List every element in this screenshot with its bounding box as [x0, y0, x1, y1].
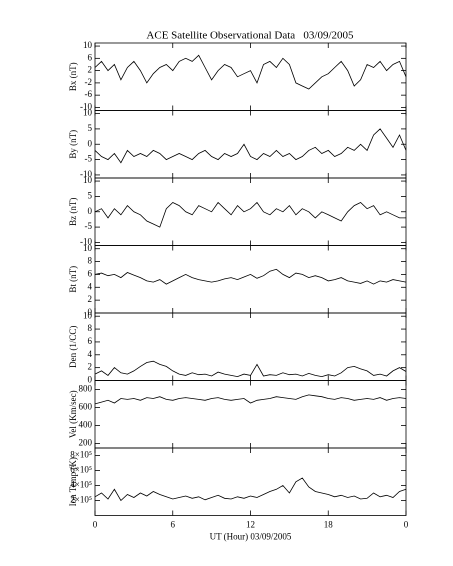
y-tick-label: 8×10⁵	[70, 450, 92, 460]
y-tick-label: 200	[79, 438, 93, 448]
y-tick-label: 600	[79, 402, 93, 412]
y-tick-label: 6	[88, 336, 93, 346]
y-tick-label: 6	[88, 52, 93, 62]
y-axis-label: Bz (nT)	[68, 198, 78, 226]
y-axis-label: Bt (nT)	[68, 266, 78, 293]
y-tick-label: 5	[88, 190, 93, 200]
data-line	[94, 477, 407, 502]
data-line	[94, 201, 406, 228]
y-tick-label: -6	[85, 89, 93, 99]
y-tick-label: 4×10⁵	[70, 480, 92, 490]
data-line	[94, 128, 407, 164]
x-tick-label: 0	[404, 520, 409, 530]
data-line	[94, 54, 407, 90]
y-tick-label: 2	[88, 65, 93, 75]
y-tick-label: 4	[88, 281, 93, 291]
y-tick-label: -2	[85, 77, 93, 87]
chart-title: ACE Satellite Observational Data 03/09/2…	[146, 30, 354, 42]
data-line	[94, 268, 407, 285]
y-tick-label: 10	[83, 310, 93, 320]
y-tick-label: 800	[79, 384, 93, 394]
y-tick-label: 10	[83, 40, 93, 50]
data-line	[94, 360, 407, 378]
y-tick-label: 0	[88, 375, 93, 385]
y-axis-label: Bx (nT)	[68, 62, 78, 91]
x-tick-label: 6	[171, 520, 176, 530]
y-tick-label: -10	[80, 169, 92, 179]
y-axis-label: Vel (Km/sec)	[68, 390, 78, 438]
y-tick-label: 0	[88, 206, 93, 216]
x-tick-label: 18	[324, 520, 334, 530]
y-tick-label: 6	[88, 268, 93, 278]
y-tick-label: -5	[85, 221, 93, 231]
x-tick-label: 0	[93, 520, 98, 530]
x-tick-label: 12	[246, 520, 255, 530]
y-tick-label: 400	[79, 420, 93, 430]
y-tick-label: 0	[88, 307, 93, 317]
y-tick-label: 6×10⁵	[70, 465, 92, 475]
y-tick-label: 2	[88, 362, 93, 372]
y-tick-label: 10	[83, 243, 93, 253]
y-tick-label: 8	[88, 323, 93, 333]
y-axis-label: Den (1/CC)	[68, 326, 78, 368]
y-tick-label: 5	[88, 123, 93, 133]
data-line	[94, 394, 407, 405]
y-tick-label: 4	[88, 349, 93, 359]
y-tick-label: 2	[88, 294, 93, 304]
y-tick-label: -5	[85, 154, 93, 164]
y-axis-label: Ion Temp (K)	[68, 457, 78, 506]
y-tick-label: 10	[83, 108, 93, 118]
y-tick-label: 2×10⁵	[70, 495, 92, 505]
y-tick-label: -10	[80, 236, 92, 246]
y-axis-label: By (nT)	[68, 130, 78, 159]
y-tick-label: 10	[83, 175, 93, 185]
y-tick-label: 8	[88, 256, 93, 266]
y-tick-label: 0	[88, 138, 93, 148]
y-tick-label: -10	[80, 101, 92, 111]
x-axis-label: UT (Hour) 03/09/2005	[210, 532, 292, 542]
